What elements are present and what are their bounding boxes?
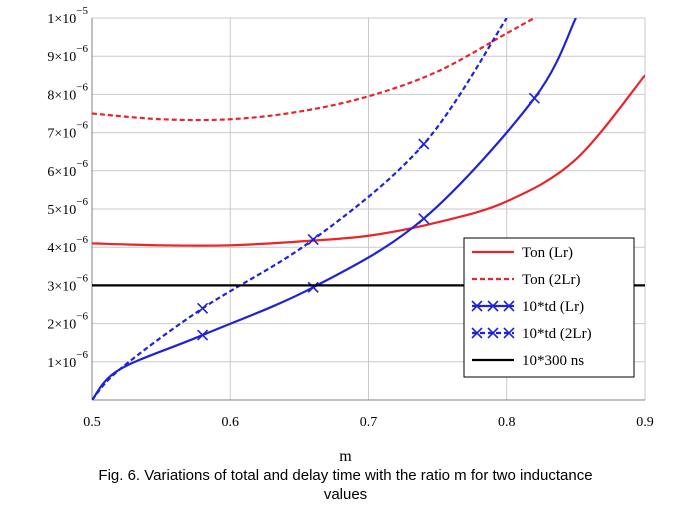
x-tick-label-2: 0.7	[360, 415, 378, 430]
legend-label-1: Ton (2Lr)	[522, 272, 581, 288]
legend-marker-2-1	[487, 300, 499, 312]
grid	[91, 17, 646, 401]
legend-marker-2-2	[503, 300, 515, 312]
series-2-marker-2-stroke-2	[418, 212, 430, 225]
series-2-marker-3	[528, 92, 540, 104]
series-3-marker-0	[197, 302, 209, 314]
y-tick-label-5: 6×10−6	[47, 158, 88, 180]
series-2-marker-0-stroke-2	[197, 329, 209, 341]
y-tick-label-1: 2×10−6	[47, 311, 88, 333]
series-3-marker-1	[307, 233, 319, 246]
series-2-marker-2	[418, 212, 430, 225]
figure-caption: Fig. 6. Variations of total and delay ti…	[0, 466, 691, 504]
legend-marker-2-0	[471, 300, 483, 312]
y-axis-ticks: 1×10−6 2×10−6 3×10−6 4×10−6 5×10−6 6×10−6 7×10…	[47, 5, 88, 371]
y-tick-label-6: 7×10−6	[47, 120, 88, 142]
y-tick-label-9: 1×10−5	[47, 5, 88, 27]
legend: Ton (Lr) Ton (2Lr) 10*td (Lr) 10*td (2Lr) 10…	[463, 237, 635, 378]
x-tick-label-4: 0.9	[636, 415, 654, 430]
legend-marker-2-2-stroke-2	[503, 300, 515, 312]
x-tick-label-1: 0.6	[222, 415, 240, 430]
legend-label-3: 10*td (2Lr)	[522, 326, 592, 342]
legend-marker-2-1-stroke-2	[487, 300, 499, 312]
caption-line-1: Fig. 6. Variations of total and delay ti…	[98, 467, 593, 484]
x-axis-ticks: 0.5 0.6 0.7 0.8 0.9	[83, 415, 654, 430]
legend-box	[463, 237, 635, 378]
legend-label-0: Ton (Lr)	[522, 245, 573, 261]
legend-marker-3-1	[487, 327, 499, 339]
series-line-3	[92, 18, 508, 400]
series-2-marker-0	[197, 329, 209, 341]
y-tick-label-2: 3×10−6	[47, 272, 88, 294]
caption-line-2: values	[323, 486, 368, 503]
y-tick-label-4: 5×10−6	[47, 196, 88, 218]
chart: 0.5 0.6 0.7 0.8 0.9 1×10−6 2×10−6 3×10−6 4×10−6…	[47, 5, 654, 430]
legend-label-4: 10*300 ns	[522, 353, 584, 369]
legend-marker-3-0	[471, 327, 483, 339]
series-3-marker-2-stroke-2	[418, 138, 430, 150]
legend-marker-3-2	[503, 327, 515, 339]
y-tick-label-8: 9×10−6	[47, 43, 88, 65]
series-3-marker-1-stroke-2	[307, 233, 319, 246]
legend-marker-2-0-stroke-2	[471, 300, 483, 312]
series-3-marker-2	[418, 138, 430, 150]
legend-label-2: 10*td (Lr)	[522, 299, 584, 315]
legend-marker-3-0-stroke-2	[471, 327, 483, 339]
y-tick-label-7: 8×10−6	[47, 81, 88, 103]
series-2-marker-3-stroke-2	[528, 92, 540, 104]
series-line-0	[92, 74, 645, 247]
legend-marker-3-2-stroke-2	[503, 327, 515, 339]
series-3-marker-0-stroke-2	[197, 302, 209, 314]
plot-area	[92, 18, 645, 400]
series-2-marker-1-stroke-2	[307, 281, 319, 293]
x-tick-label-0: 0.5	[83, 415, 101, 430]
x-tick-label-3: 0.8	[498, 415, 516, 430]
series-2-marker-1	[307, 281, 319, 293]
y-tick-label-3: 4×10−6	[47, 234, 88, 256]
y-tick-label-0: 1×10−6	[47, 349, 88, 371]
legend-marker-3-1-stroke-2	[487, 327, 499, 339]
series-line-1	[92, 18, 535, 122]
x-axis-label: m	[339, 448, 352, 465]
